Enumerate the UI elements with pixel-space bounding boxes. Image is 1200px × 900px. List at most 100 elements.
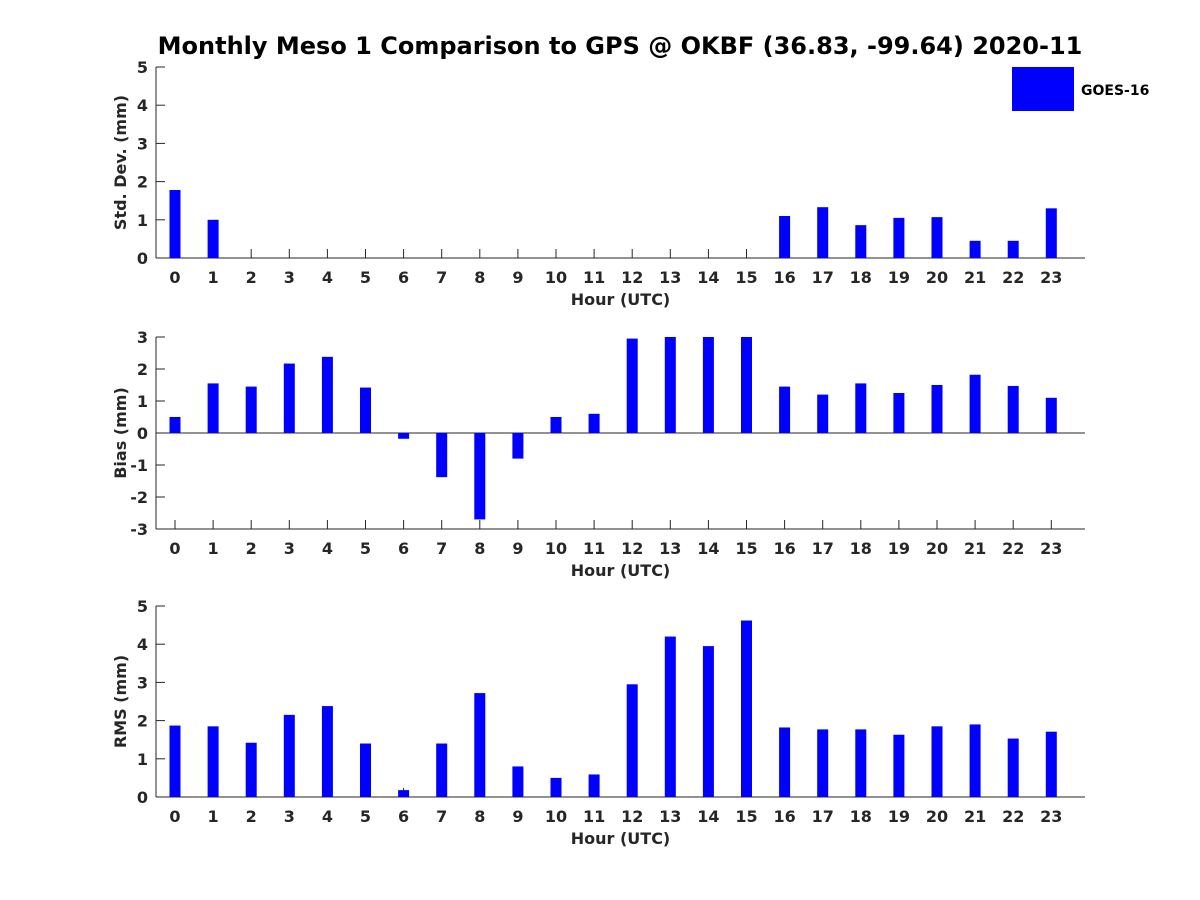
y-tick-label: 1 (137, 392, 148, 411)
bar-hour-17 (817, 207, 829, 258)
legend: GOES-16 (1012, 67, 1149, 111)
bar-hour-1 (207, 219, 219, 258)
x-tick-label: 19 (888, 268, 910, 287)
x-tick-label: 2 (246, 539, 257, 558)
y-tick-label: 0 (137, 249, 148, 268)
y-tick-label: -2 (130, 488, 148, 507)
bar-hour-19 (893, 734, 905, 797)
bar-hour-22 (1007, 385, 1019, 433)
x-tick-label: 13 (659, 807, 681, 826)
y-tick-label: 3 (137, 134, 148, 153)
x-tick-label: 10 (545, 539, 567, 558)
x-tick-label: 1 (208, 268, 219, 287)
x-tick-label: 4 (322, 807, 333, 826)
bar-hour-18 (855, 225, 867, 258)
x-tick-label: 3 (284, 268, 295, 287)
bar-hour-20 (931, 217, 943, 258)
bar-hour-5 (360, 387, 371, 433)
y-tick-label: 5 (137, 58, 148, 77)
bar-hour-8 (474, 433, 486, 520)
x-tick-label: 12 (621, 268, 643, 287)
bar-hour-23 (1045, 208, 1057, 258)
bar-hour-4 (321, 356, 333, 433)
y-axis-label: Std. Dev. (mm) (111, 95, 130, 230)
y-tick-label: 4 (137, 635, 148, 654)
bar-hour-18 (855, 729, 867, 797)
x-tick-label: 14 (697, 268, 719, 287)
y-axis-label: RMS (mm) (111, 655, 130, 748)
x-tick-label: 7 (436, 268, 447, 287)
bar-hour-1 (207, 726, 219, 797)
x-tick-label: 21 (964, 268, 986, 287)
x-tick-label: 11 (583, 807, 605, 826)
x-tick-label: 17 (812, 268, 834, 287)
bar-hour-10 (550, 777, 562, 797)
bar-hour-9 (512, 433, 524, 459)
bar-hour-13 (664, 636, 676, 797)
x-tick-label: 5 (360, 807, 371, 826)
y-tick-label: 3 (137, 673, 148, 692)
bar-hour-3 (283, 714, 295, 797)
x-tick-label: 2 (246, 807, 257, 826)
x-tick-label: 19 (888, 807, 910, 826)
x-tick-label: 15 (735, 268, 757, 287)
bar-hour-5 (360, 743, 371, 797)
bar-hour-0 (169, 417, 181, 433)
bar-hour-11 (588, 413, 600, 433)
bar-hour-22 (1007, 738, 1019, 797)
x-tick-label: 11 (583, 539, 605, 558)
y-tick-label: 0 (137, 788, 148, 807)
x-tick-label: 22 (1002, 807, 1024, 826)
bar-hour-10 (550, 417, 562, 433)
bar-hour-21 (969, 240, 981, 258)
bar-hour-7 (436, 433, 448, 478)
bar-hour-0 (169, 725, 181, 797)
bar-hour-8 (474, 693, 486, 797)
x-tick-label: 16 (773, 807, 795, 826)
bar-hour-1 (207, 383, 219, 433)
x-tick-label: 1 (208, 807, 219, 826)
bar-hour-20 (931, 385, 943, 433)
x-tick-label: 17 (812, 539, 834, 558)
x-tick-label: 11 (583, 268, 605, 287)
x-tick-label: 6 (398, 807, 409, 826)
x-tick-label: 14 (697, 539, 719, 558)
x-axis-label: Hour (UTC) (571, 829, 671, 848)
x-tick-label: 6 (398, 268, 409, 287)
bar-hour-15 (741, 337, 752, 433)
legend-swatch (1012, 67, 1074, 111)
x-tick-label: 8 (474, 268, 485, 287)
bar-hour-16 (779, 215, 791, 258)
x-tick-label: 15 (735, 807, 757, 826)
bar-hour-16 (779, 727, 791, 797)
bar-hour-12 (626, 684, 638, 797)
x-tick-label: 18 (850, 268, 872, 287)
x-tick-label: 9 (512, 539, 523, 558)
bar-hour-17 (817, 394, 829, 433)
bar-hour-4 (321, 706, 333, 797)
bar-hour-21 (969, 374, 981, 433)
y-tick-label: 5 (137, 597, 148, 616)
x-tick-label: 3 (284, 539, 295, 558)
x-tick-label: 1 (208, 539, 219, 558)
bar-hour-23 (1045, 397, 1057, 433)
x-tick-label: 23 (1040, 539, 1062, 558)
x-tick-label: 7 (436, 807, 447, 826)
x-tick-label: 13 (659, 268, 681, 287)
bar-hour-19 (893, 393, 905, 433)
x-tick-label: 20 (926, 807, 948, 826)
x-tick-label: 12 (621, 807, 643, 826)
x-tick-label: 16 (773, 268, 795, 287)
y-tick-label: 4 (137, 96, 148, 115)
bar-hour-6 (398, 790, 410, 797)
x-tick-label: 0 (169, 539, 180, 558)
x-tick-label: 10 (545, 268, 567, 287)
bar-hour-16 (779, 386, 791, 433)
bar-hour-13 (664, 337, 676, 433)
x-tick-label: 0 (169, 807, 180, 826)
bar-hour-21 (969, 724, 981, 797)
x-tick-label: 2 (246, 268, 257, 287)
x-tick-label: 18 (850, 807, 872, 826)
